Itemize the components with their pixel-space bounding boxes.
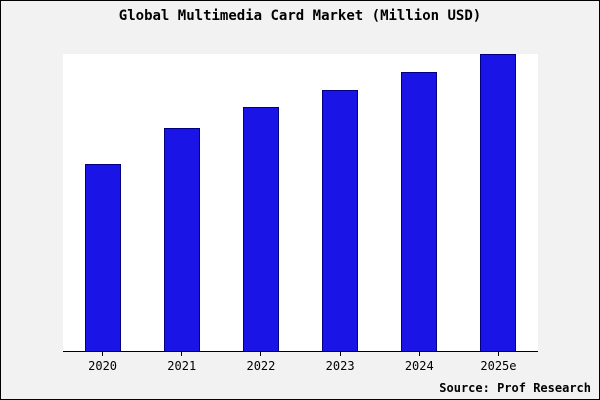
bar-slot [142,54,221,351]
bar-2020 [84,163,121,351]
x-tick-label: 2024 [404,359,434,373]
bar-2022 [242,107,279,351]
x-tick-label: 2020 [88,359,118,373]
x-tick: 2022 [221,352,300,373]
bar-slot [221,54,300,351]
x-tick: 2020 [63,352,142,373]
x-tick-label: 2025e [480,359,517,373]
bar-2024 [401,71,438,351]
tick-mark [418,352,420,356]
tick-mark [260,352,262,356]
bar-slot [63,54,142,351]
source-text: Source: Prof Research [439,381,591,395]
bar-slot [459,54,538,351]
x-tick: 2021 [142,352,221,373]
x-tick-label: 2022 [246,359,276,373]
x-tick: 2025e [459,352,538,373]
tick-mark [102,352,104,356]
bar-2021 [163,128,200,351]
bar-slot [301,54,380,351]
bar-slot [380,54,459,351]
x-axis-labels: 2020 2021 2022 2023 2024 2025e [63,352,538,373]
tick-mark [181,352,183,356]
x-tick-label: 2023 [325,359,355,373]
bar-2025e [480,54,517,351]
tick-mark [497,352,499,356]
tick-mark [339,352,341,356]
bar-2023 [322,89,359,351]
x-tick: 2024 [380,352,459,373]
bars-container [63,54,538,351]
x-tick-label: 2021 [167,359,197,373]
chart-title: Global Multimedia Card Market (Million U… [118,8,482,24]
x-tick: 2023 [301,352,380,373]
plot-area [63,54,538,352]
